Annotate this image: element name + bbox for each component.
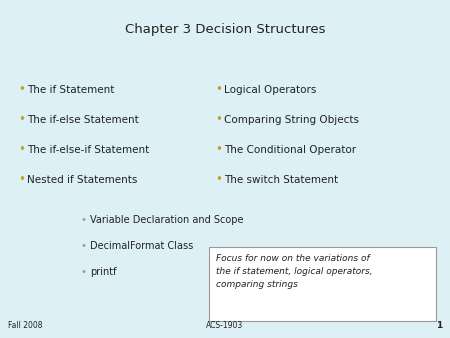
Text: •: • — [18, 173, 25, 187]
Text: ACS-1903: ACS-1903 — [207, 321, 243, 330]
Text: The if-else Statement: The if-else Statement — [27, 115, 139, 125]
Text: •: • — [80, 267, 86, 277]
Text: The switch Statement: The switch Statement — [224, 175, 338, 185]
Text: •: • — [80, 215, 86, 225]
Text: Chapter 3 Decision Structures: Chapter 3 Decision Structures — [125, 23, 325, 36]
Text: Logical Operators: Logical Operators — [224, 85, 316, 95]
Text: The if Statement: The if Statement — [27, 85, 114, 95]
Text: •: • — [18, 83, 25, 97]
Text: •: • — [215, 83, 222, 97]
Text: printf: printf — [90, 267, 117, 277]
Text: Focus for now on the variations of
the if statement, logical operators,
comparin: Focus for now on the variations of the i… — [216, 254, 373, 289]
Text: Variable Declaration and Scope: Variable Declaration and Scope — [90, 215, 243, 225]
Text: 1: 1 — [436, 321, 442, 330]
FancyBboxPatch shape — [209, 247, 436, 321]
Text: The if-else-if Statement: The if-else-if Statement — [27, 145, 149, 155]
Text: •: • — [215, 144, 222, 156]
Text: Fall 2008: Fall 2008 — [8, 321, 42, 330]
Text: •: • — [18, 144, 25, 156]
Text: •: • — [80, 241, 86, 251]
Text: •: • — [18, 114, 25, 126]
Text: Comparing String Objects: Comparing String Objects — [224, 115, 359, 125]
Text: The Conditional Operator: The Conditional Operator — [224, 145, 356, 155]
Text: DecimalFormat Class: DecimalFormat Class — [90, 241, 193, 251]
Text: •: • — [215, 173, 222, 187]
Text: •: • — [215, 114, 222, 126]
Text: Nested if Statements: Nested if Statements — [27, 175, 137, 185]
